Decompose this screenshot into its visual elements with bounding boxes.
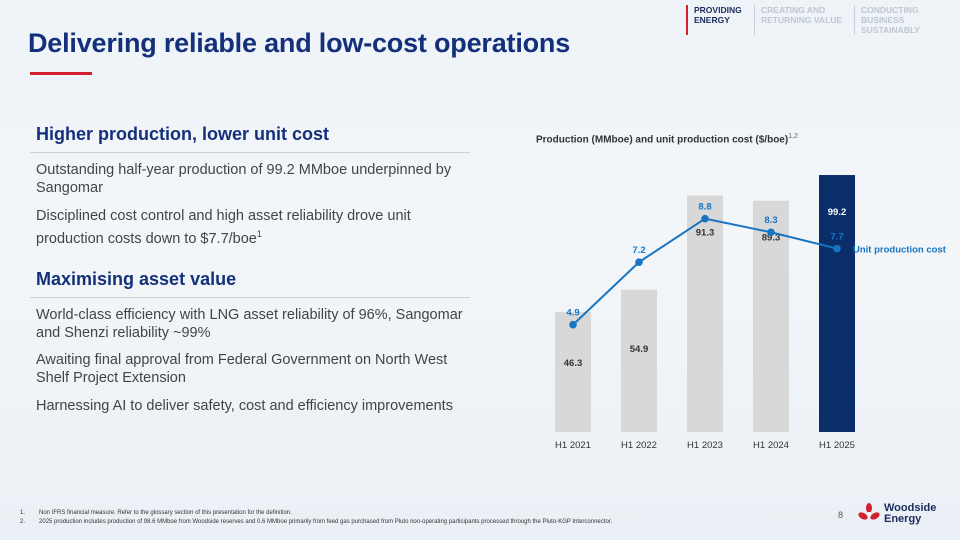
chart-title: Production (MMboe) and unit production c… [536, 133, 798, 145]
bar-h1-2021 [555, 312, 591, 432]
x-tick-label: H1 2024 [753, 440, 789, 451]
bar-value-label: 99.2 [828, 207, 847, 218]
bar-h1-2024 [753, 200, 789, 432]
line-series-label: Unit production cost [853, 245, 947, 256]
woodside-flower-icon [858, 503, 880, 520]
chart-title-text: Production (MMboe) and unit production c… [536, 134, 789, 146]
footnote-text: Non IFRS financial measure. Refer to the… [39, 510, 292, 516]
x-tick-label: H1 2023 [687, 440, 723, 451]
footnote-text: 2025 production includes production of 9… [39, 519, 613, 525]
unit-cost-point [635, 258, 643, 266]
unit-cost-value-label: 4.9 [566, 308, 579, 319]
bullet-cost-control: Disciplined cost control and high asset … [36, 208, 466, 248]
footnote-1: 1. Non IFRS financial measure. Refer to t… [20, 509, 612, 518]
chart-title-footnote-ref: 1,2 [788, 133, 798, 140]
x-tick-label: H1 2025 [819, 440, 855, 451]
title-accent-bar [30, 72, 92, 75]
bullet-production: Outstanding half-year production of 99.2… [36, 162, 452, 196]
bar-value-label: 91.3 [696, 227, 715, 238]
bar-h1-2025 [819, 175, 855, 432]
bullet-cost-control-text: Disciplined cost control and high asset … [36, 208, 411, 247]
x-tick-label: H1 2021 [555, 440, 591, 451]
section-divider [30, 152, 470, 153]
bullet-nws-extension: Awaiting final approval from Federal Gov… [36, 352, 448, 386]
unit-cost-point [833, 244, 841, 253]
unit-cost-point [569, 320, 577, 329]
unit-cost-value-label: 8.8 [698, 202, 711, 213]
bar-value-label: 54.9 [630, 344, 649, 355]
page-title: Delivering reliable and low-cost operati… [28, 28, 571, 58]
footnote-num: 1. [20, 510, 26, 516]
page-number: 8 [838, 510, 844, 520]
bar-value-label: 46.3 [564, 358, 583, 369]
unit-cost-value-label: 7.2 [632, 245, 645, 256]
production-cost-chart: 46.3 H1 2021 54.9 H1 2022 91.3 H1 2023 89.3 H1 … [555, 175, 947, 451]
bar-h1-2022 [621, 289, 657, 432]
nav-creating-value[interactable]: CREATING AND RETURNING VALUE [754, 5, 854, 35]
bar-value-label: 89.3 [762, 233, 781, 244]
bar-h1-2023 [687, 195, 723, 432]
section-heading-production: Higher production, lower unit cost [36, 124, 330, 144]
section-divider [30, 297, 470, 298]
woodside-logo: Woodside Energy [858, 503, 936, 525]
bullet-ai: Harnessing AI to deliver safety, cost an… [36, 398, 453, 414]
unit-cost-value-label: 8.3 [764, 215, 777, 226]
unit-cost-value-label: 7.7 [830, 232, 843, 243]
bullet-reliability: World-class efficiency with LNG asset re… [36, 307, 463, 341]
section-heading-asset-value: Maximising asset value [36, 269, 237, 289]
unit-cost-point [701, 214, 709, 223]
footnote-ref: 1 [256, 228, 262, 239]
unit-cost-point [767, 228, 775, 237]
footnote-num: 2. [20, 519, 26, 525]
logo-text-line1: Woodside [884, 502, 937, 514]
footnote-2: 2. 2025 production includes production of… [20, 518, 612, 527]
nav-conducting-business[interactable]: CONDUCTING BUSINESS SUSTAINABLY [854, 5, 950, 35]
footnotes: 1. Non IFRS financial measure. Refer to t… [20, 509, 612, 527]
section-nav: PROVIDING ENERGY CREATING AND RETURNING … [686, 5, 950, 35]
nav-providing-energy[interactable]: PROVIDING ENERGY [686, 5, 754, 35]
x-tick-label: H1 2022 [621, 440, 657, 451]
logo-text-line2: Energy [884, 513, 922, 525]
